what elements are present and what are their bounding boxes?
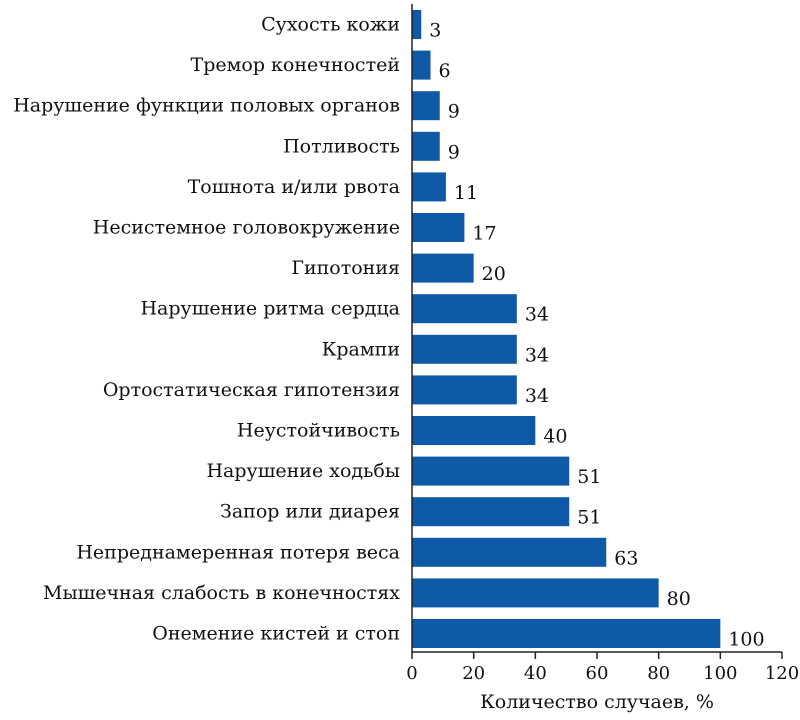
value-label: 20 xyxy=(482,263,506,285)
bar xyxy=(412,213,465,242)
category-label: Неустойчивость xyxy=(237,420,400,442)
bar xyxy=(412,578,659,608)
x-tick-label: 120 xyxy=(765,663,799,684)
x-tick-label: 60 xyxy=(586,663,609,684)
category-label: Потливость xyxy=(283,135,400,157)
value-label: 17 xyxy=(472,223,496,245)
value-label: 80 xyxy=(667,588,691,610)
bar xyxy=(412,497,570,527)
bar xyxy=(412,50,431,80)
x-tick-label: 20 xyxy=(462,663,485,684)
value-labels: 3 6 9 9 11 17 20 34 34 34 40 51 51 63 80 100 xyxy=(429,20,764,651)
bar xyxy=(412,172,446,202)
bar xyxy=(412,10,422,39)
x-axis-title: Количество случаев, % xyxy=(480,691,714,713)
category-label: Непреднамеренная потеря веса xyxy=(76,541,400,563)
bar xyxy=(412,294,517,324)
value-label: 40 xyxy=(543,426,567,448)
category-label: Нарушение ходьбы xyxy=(206,460,400,482)
category-label: Мышечная слабость в конечностях xyxy=(43,582,400,604)
value-label: 51 xyxy=(577,507,601,529)
value-label: 3 xyxy=(429,20,441,42)
bars-layer xyxy=(412,10,721,648)
category-label: Ортостатическая гипотензия xyxy=(103,379,400,401)
value-label: 6 xyxy=(439,60,451,82)
x-tick-label: 40 xyxy=(524,663,547,684)
category-label: Нарушение ритма сердца xyxy=(140,298,400,320)
bar xyxy=(412,253,474,283)
category-label: Тремор конечностей xyxy=(191,54,400,76)
value-label: 9 xyxy=(448,101,460,123)
value-label: 34 xyxy=(525,344,549,366)
value-label: 100 xyxy=(728,629,764,651)
category-label: Тошнота и/или рвота xyxy=(188,176,400,198)
category-label: Несистемное головокружение xyxy=(93,217,400,239)
value-label: 9 xyxy=(448,141,460,163)
bar xyxy=(412,334,517,364)
category-labels: Сухость кожи Тремор конечностей Нарушение … xyxy=(13,14,400,645)
bar xyxy=(412,91,440,121)
x-axis-ticks: 0 20 40 60 80 100 120 xyxy=(406,652,799,684)
value-label: 11 xyxy=(454,182,478,204)
category-label: Запор или диарея xyxy=(220,501,400,523)
value-label: 63 xyxy=(614,547,638,569)
bar xyxy=(412,416,536,445)
x-tick-label: 0 xyxy=(406,663,417,684)
bar xyxy=(412,537,607,567)
value-label: 34 xyxy=(525,385,549,407)
category-label: Гипотония xyxy=(291,257,400,279)
category-label: Нарушение функции половых органов xyxy=(13,95,400,117)
value-label: 34 xyxy=(525,304,549,326)
bar xyxy=(412,131,440,161)
x-tick-label: 100 xyxy=(703,663,737,684)
category-label: Крампи xyxy=(322,338,400,360)
bar xyxy=(412,619,721,648)
bar xyxy=(412,375,517,405)
value-label: 51 xyxy=(577,466,601,488)
category-label: Онемение кистей и стоп xyxy=(152,623,400,645)
bar xyxy=(412,456,570,486)
category-label: Сухость кожи xyxy=(261,14,400,36)
x-tick-label: 80 xyxy=(647,663,670,684)
